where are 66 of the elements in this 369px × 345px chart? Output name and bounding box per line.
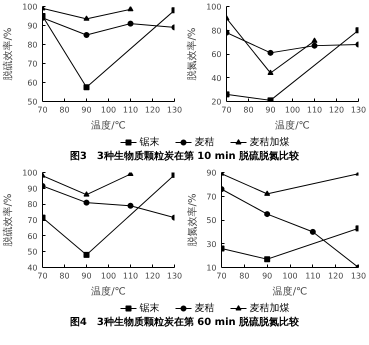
legend-label: 锯末 [138, 302, 160, 314]
caption: 图3 3种生物质颗粒炭在第 10 min 脱硫脱氮比较 [70, 150, 300, 164]
x-tick-label: 130 [166, 272, 182, 280]
legend-label: 麦秸加煤 [250, 136, 290, 148]
x-tick-label: 120 [328, 106, 344, 114]
x-tick-label: 130 [350, 106, 366, 114]
x-tick-label: 90 [81, 106, 92, 114]
y-tick-label: 50 [27, 248, 38, 257]
y-tick-label: 20 [211, 98, 222, 106]
y-axis-title: 脱硫效率/% [2, 194, 14, 246]
y-tick-label: 80 [27, 40, 38, 50]
x-tick-label: 110 [122, 106, 138, 114]
x-tick-label: 110 [306, 106, 322, 114]
x-tick-label: 90 [262, 272, 272, 280]
x-tick-label: 120 [144, 106, 160, 114]
x-axis-title: 温度/℃ [272, 286, 308, 298]
x-tick-label: 80 [243, 106, 254, 114]
y-tick-label: 90 [206, 168, 217, 178]
y-tick-label: 60 [27, 232, 38, 241]
x-tick-label: 80 [239, 272, 250, 280]
x-tick-label: 90 [81, 272, 92, 280]
x-tick-label: 110 [122, 272, 138, 280]
y-tick-label: 40 [211, 74, 222, 83]
x-tick-label: 120 [328, 272, 344, 280]
x-tick-label: 110 [305, 272, 320, 280]
x-tick-label: 130 [166, 106, 182, 114]
caption: 图4 3种生物质颗粒炭在第 60 min 脱硫脱氮比较 [70, 316, 300, 330]
y-tick-label: 90 [27, 22, 38, 30]
y-tick-label: 70 [27, 216, 38, 225]
x-axis-title: 温度/℃ [91, 286, 126, 298]
y-tick-label: 100 [206, 2, 222, 12]
x-tick-label: 70 [37, 272, 48, 280]
y-tick-label: 70 [206, 192, 217, 202]
x-tick-label: 80 [59, 106, 70, 114]
y-tick-label: 10 [206, 264, 217, 272]
y-tick-label: 50 [27, 98, 38, 106]
x-axis-title: 温度/℃ [275, 120, 310, 132]
y-tick-label: 90 [27, 184, 38, 194]
x-axis-title: 温度/℃ [91, 120, 126, 132]
x-tick-label: 100 [284, 106, 300, 114]
y-tick-label: 60 [27, 78, 38, 88]
x-tick-label: 100 [100, 106, 116, 114]
x-tick-label: 70 [37, 106, 48, 114]
y-axis-title: 脱氮效率/% [186, 194, 198, 246]
y-tick-label: 80 [211, 26, 222, 36]
x-tick-label: 90 [265, 106, 276, 114]
x-tick-label: 100 [100, 272, 116, 280]
legend-label: 麦秸 [194, 136, 214, 148]
legend-label: 麦秸加煤 [250, 302, 290, 314]
y-tick-label: 80 [27, 200, 38, 210]
legend-label: 锯末 [138, 136, 160, 148]
y-axis-title: 脱硫效率/% [2, 28, 14, 80]
y-tick-label: 100 [22, 168, 38, 178]
x-tick-label: 130 [350, 272, 366, 280]
x-tick-label: 80 [59, 272, 70, 280]
legend-label: 麦秸 [194, 302, 214, 314]
y-tick-label: 100 [22, 2, 38, 12]
x-tick-label: 120 [144, 272, 160, 280]
y-axis-title: 脱氮效率/% [186, 28, 198, 80]
y-tick-label: 70 [27, 60, 38, 68]
x-tick-label: 70 [221, 106, 232, 114]
y-tick-label: 30 [206, 240, 217, 249]
y-tick-label: 40 [27, 264, 38, 272]
y-tick-label: 50 [206, 216, 217, 225]
x-tick-label: 100 [282, 272, 298, 280]
y-tick-label: 60 [211, 50, 222, 59]
